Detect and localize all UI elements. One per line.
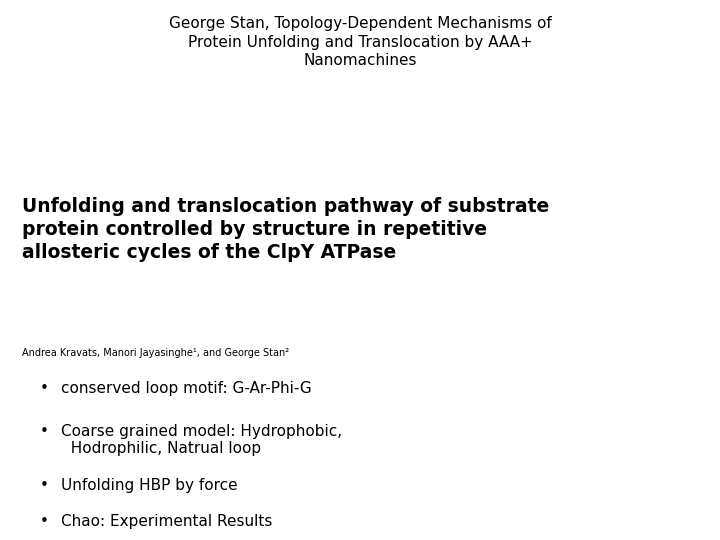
Text: •: • xyxy=(40,381,48,396)
Text: conserved loop motif: G-Ar-Phi-G: conserved loop motif: G-Ar-Phi-G xyxy=(61,381,312,396)
Text: Unfolding and translocation pathway of substrate
protein controlled by structure: Unfolding and translocation pathway of s… xyxy=(22,197,549,261)
Text: Coarse grained model: Hydrophobic,
  Hodrophilic, Natrual loop: Coarse grained model: Hydrophobic, Hodro… xyxy=(61,424,342,456)
Text: Chao: Experimental Results: Chao: Experimental Results xyxy=(61,514,273,529)
Text: Andrea Kravats, Manori Jayasinghe¹, and George Stan²: Andrea Kravats, Manori Jayasinghe¹, and … xyxy=(22,348,289,359)
Text: •: • xyxy=(40,478,48,493)
Text: George Stan, Topology-Dependent Mechanisms of
Protein Unfolding and Translocatio: George Stan, Topology-Dependent Mechanis… xyxy=(168,16,552,69)
Text: •: • xyxy=(40,514,48,529)
Text: •: • xyxy=(40,424,48,439)
Text: Unfolding HBP by force: Unfolding HBP by force xyxy=(61,478,238,493)
